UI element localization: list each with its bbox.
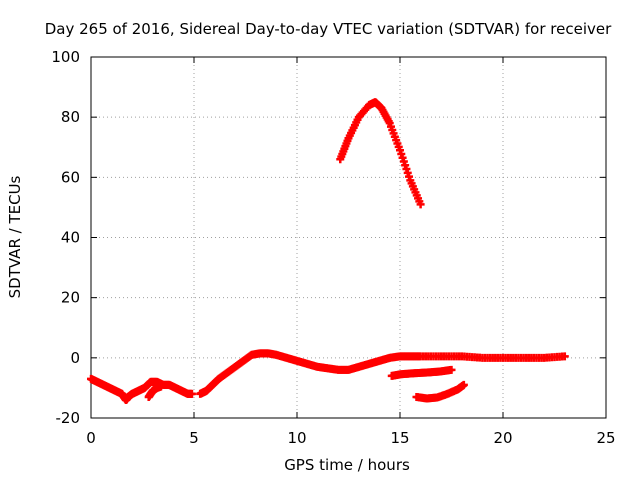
grid: [91, 57, 606, 418]
y-tick-label: 0: [70, 349, 80, 367]
y-tick-label: 80: [61, 108, 80, 126]
data-point: [459, 380, 468, 389]
data-point: [416, 200, 425, 209]
x-tick-label: 0: [86, 429, 96, 447]
y-tick-labels: -20 0 20 40 60 80 100: [51, 48, 80, 427]
series: [336, 98, 425, 209]
x-axis-label: GPS time / hours: [284, 456, 410, 474]
series: [87, 374, 196, 404]
series: [387, 365, 456, 380]
y-tick-label: 20: [61, 289, 80, 307]
x-tick-labels: 0 5 10 15 20 25: [86, 429, 615, 447]
series: [412, 380, 468, 403]
y-tick-label: 100: [51, 48, 80, 66]
x-tick-label: 25: [596, 429, 615, 447]
plot-frame: [90, 56, 607, 419]
y-tick-label: 60: [61, 168, 80, 186]
data-point: [560, 352, 569, 361]
series: [196, 349, 569, 398]
x-tick-label: 5: [189, 429, 199, 447]
y-tick-label: -20: [56, 409, 81, 427]
series: [144, 382, 166, 401]
x-tick-label: 10: [287, 429, 306, 447]
axis-ticks: [90, 56, 607, 419]
y-tick-label: 40: [61, 229, 80, 247]
data-series: [87, 98, 569, 404]
data-point: [157, 382, 166, 391]
data-point: [187, 389, 196, 398]
y-axis-label: SDTVAR / TECUs: [6, 175, 24, 298]
chart-title: Day 265 of 2016, Sidereal Day-to-day VTE…: [45, 20, 612, 38]
data-point: [447, 365, 456, 374]
x-tick-label: 15: [390, 429, 409, 447]
x-tick-label: 20: [493, 429, 512, 447]
